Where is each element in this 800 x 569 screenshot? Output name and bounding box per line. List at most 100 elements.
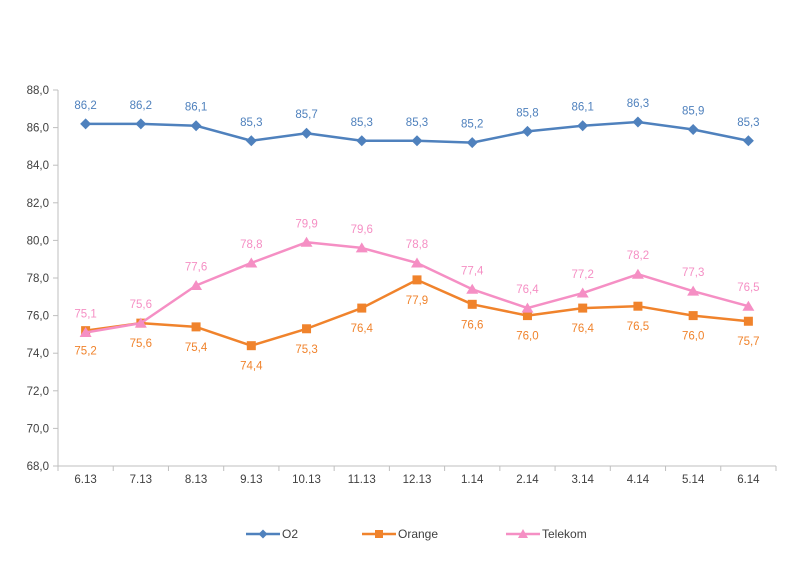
legend-item-o2: O2 <box>246 526 298 542</box>
data-label: 76,0 <box>682 331 704 343</box>
data-point-triangle <box>411 257 423 268</box>
o2-series-marker-icon <box>246 529 280 539</box>
data-label: 86,1 <box>571 102 593 114</box>
data-point-diamond <box>80 118 92 130</box>
data-label: 75,6 <box>130 299 152 311</box>
data-label: 75,4 <box>185 342 208 354</box>
data-label: 79,9 <box>295 218 317 230</box>
data-label: 86,3 <box>627 98 649 110</box>
data-point-diamond <box>190 120 202 132</box>
data-label: 76,5 <box>627 321 649 333</box>
x-axis-tick-label: 5.14 <box>682 474 705 486</box>
data-label: 85,3 <box>737 117 759 129</box>
data-point-triangle <box>687 285 700 296</box>
x-axis-tick-label: 8.13 <box>185 474 207 486</box>
y-axis-tick-label: 88,0 <box>27 85 49 97</box>
data-label: 85,7 <box>295 109 317 121</box>
data-point-triangle <box>190 280 203 291</box>
data-label: 76,4 <box>516 284 539 296</box>
data-point-triangle <box>576 287 589 298</box>
x-axis-tick-label: 1.14 <box>461 474 484 486</box>
data-label: 76,0 <box>516 331 538 343</box>
data-point-diamond <box>356 135 368 147</box>
data-label: 77,2 <box>571 269 593 281</box>
data-label: 75,3 <box>295 344 317 356</box>
x-axis-tick-label: 6.14 <box>737 474 760 486</box>
data-label: 78,8 <box>240 239 262 251</box>
y-axis-tick-label: 74,0 <box>27 348 49 360</box>
x-axis-tick-label: 3.14 <box>571 474 594 486</box>
data-point-square <box>191 322 201 332</box>
legend-item-telekom: Telekom <box>506 526 587 542</box>
x-axis-tick-label: 10.13 <box>292 474 321 486</box>
data-point-triangle <box>79 327 92 338</box>
x-axis-tick-label: 9.13 <box>240 474 262 486</box>
data-point-diamond <box>466 137 478 149</box>
data-point-diamond <box>742 135 754 147</box>
data-point-diamond <box>521 125 533 137</box>
data-point-square <box>522 311 532 321</box>
legend-label-orange: Orange <box>398 527 439 541</box>
y-axis-tick-label: 80,0 <box>27 235 49 247</box>
data-label: 76,5 <box>737 282 759 294</box>
data-point-triangle <box>134 317 147 328</box>
data-point-triangle <box>742 300 755 311</box>
y-axis-tick-label: 72,0 <box>27 386 49 398</box>
data-point-diamond <box>411 135 423 147</box>
data-point-square <box>743 316 753 326</box>
data-label: 86,2 <box>74 100 96 112</box>
telekom-series-marker-icon <box>506 529 540 538</box>
data-label: 85,3 <box>351 117 373 129</box>
data-label: 86,2 <box>130 100 152 112</box>
data-point-diamond <box>135 118 147 130</box>
data-label: 85,3 <box>240 117 262 129</box>
data-label: 75,1 <box>74 309 96 321</box>
data-point-triangle <box>300 236 313 247</box>
data-label: 78,8 <box>406 239 428 251</box>
data-point-diamond <box>687 123 699 135</box>
data-point-square <box>688 311 698 321</box>
data-point-square <box>578 303 588 313</box>
data-point-triangle <box>521 302 534 313</box>
legend-label-o2: O2 <box>282 527 299 541</box>
data-point-triangle <box>245 257 258 268</box>
data-label: 77,9 <box>406 295 428 307</box>
data-label: 77,6 <box>185 262 207 274</box>
y-axis-tick-label: 68,0 <box>27 461 49 473</box>
data-label: 85,8 <box>516 107 538 119</box>
y-axis-tick-label: 70,0 <box>27 423 49 435</box>
data-point-square <box>302 324 312 334</box>
legend-item-orange: Orange <box>362 526 438 542</box>
data-label: 75,2 <box>74 346 96 358</box>
x-axis-tick-label: 2.14 <box>516 474 539 486</box>
y-axis-tick-label: 76,0 <box>27 311 49 323</box>
data-label: 86,1 <box>185 102 207 114</box>
data-label: 76,4 <box>571 323 594 335</box>
x-axis-tick-label: 4.14 <box>627 474 650 486</box>
y-axis-tick-label: 78,0 <box>27 273 49 285</box>
data-point-diamond <box>577 120 589 132</box>
series-orange: 75,2 75,6 75,4 74,4 75,3 76,4 77,9 76,6 76,0 76,4… <box>74 275 760 373</box>
data-point-diamond <box>245 135 257 147</box>
data-label: 75,6 <box>130 338 152 350</box>
legend-label-telekom: Telekom <box>542 527 587 541</box>
data-point-triangle <box>631 268 644 279</box>
data-point-square <box>357 303 367 313</box>
x-axis-tick-label: 7.13 <box>130 474 152 486</box>
y-axis-tick-label: 82,0 <box>27 198 49 210</box>
data-point-triangle <box>466 283 479 294</box>
data-label: 77,4 <box>461 265 484 277</box>
orange-series-marker-icon <box>362 530 396 538</box>
x-axis-tick-label: 11.13 <box>348 474 376 486</box>
data-point-square <box>246 341 256 351</box>
data-label: 74,4 <box>240 361 263 373</box>
series-line-orange <box>85 278 749 347</box>
data-label: 76,6 <box>461 319 483 331</box>
x-axis-tick-label: 12.13 <box>403 474 432 486</box>
data-point-diamond <box>632 116 644 128</box>
chart-legend: O2 Orange Telekom <box>0 526 800 546</box>
data-label: 85,9 <box>682 105 704 117</box>
data-label: 78,2 <box>627 250 649 262</box>
